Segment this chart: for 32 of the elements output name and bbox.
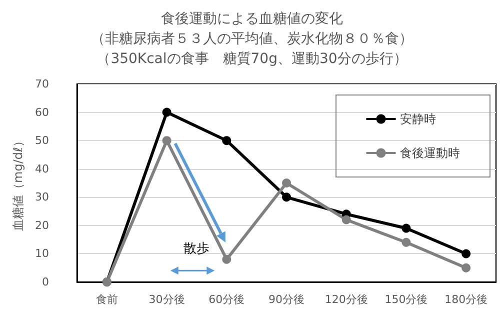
- chart-subtitle: （非糖尿病者５３人の平均値、炭水化物８０％食）（350Kcalの食事 糖質70g、運動30分の歩行）: [91, 31, 413, 67]
- y-tick-label: 50: [35, 134, 49, 148]
- x-tick-label: 150分後: [384, 293, 428, 306]
- y-tick-label: 40: [35, 162, 49, 176]
- y-tick-label: 30: [35, 190, 49, 204]
- y-tick-label: 20: [35, 218, 49, 232]
- point: [222, 136, 232, 146]
- y-tick-label: 70: [35, 78, 49, 90]
- point: [402, 224, 411, 233]
- legend-label: 安静時: [400, 112, 436, 126]
- x-tick-label: 180分後: [444, 293, 488, 306]
- point: [402, 238, 411, 247]
- point: [282, 192, 291, 202]
- y-tick-label: 60: [35, 106, 49, 119]
- point: [462, 249, 471, 258]
- point: [342, 215, 351, 224]
- y-tick-label: 10: [35, 247, 49, 260]
- x-tick-label: 30分後: [148, 293, 185, 306]
- point: [162, 136, 172, 146]
- x-tick-label: 120分後: [324, 293, 368, 306]
- point: [282, 178, 291, 188]
- annotation: 散歩: [184, 241, 210, 256]
- x-tick-label: 90分後: [268, 293, 304, 306]
- y-axis-title: 血糖値（mg/dℓ）: [11, 135, 26, 231]
- x-tick-label: 60分後: [208, 293, 245, 306]
- point: [462, 263, 471, 272]
- x-tick-label: 食前: [96, 293, 118, 306]
- chart-title: 食後運動による血糖値の変化: [161, 11, 343, 27]
- point: [162, 108, 172, 117]
- point: [222, 254, 232, 264]
- legend-label: 食後運動時: [400, 146, 460, 160]
- y-tick-label: 0: [42, 276, 49, 288]
